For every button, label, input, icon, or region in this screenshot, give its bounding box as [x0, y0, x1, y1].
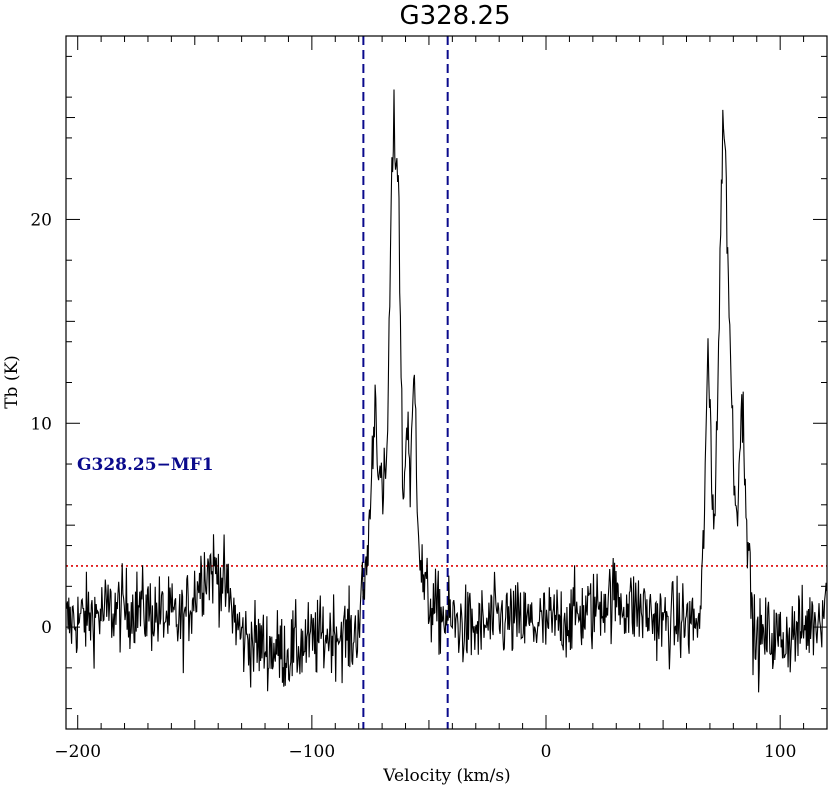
x-axis-label: Velocity (km/s) [382, 766, 510, 786]
axis-ticks [66, 36, 828, 730]
y-axis-label: Tb (K) [2, 355, 22, 409]
y-tick-label: 0 [41, 618, 52, 638]
x-tick-label: 0 [541, 742, 552, 762]
spectrum-line-1 [66, 89, 827, 693]
source-annotation: G328.25−MF1 [77, 455, 214, 475]
tick-labels: −200 −100 0 100 0 10 20 [30, 210, 796, 762]
y-tick-label: 20 [30, 210, 52, 230]
chart-title: G328.25 [399, 1, 510, 31]
x-tick-label: −100 [289, 742, 336, 762]
x-tick-label: −200 [54, 742, 101, 762]
x-tick-label: 100 [764, 742, 796, 762]
y-tick-label: 10 [30, 414, 52, 434]
plot-area [66, 36, 827, 729]
